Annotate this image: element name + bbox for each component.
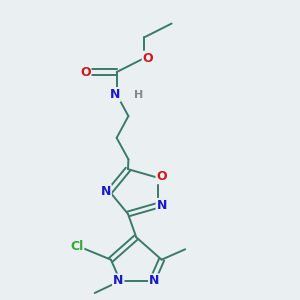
Text: O: O — [157, 170, 167, 183]
Text: N: N — [113, 274, 124, 287]
Text: N: N — [110, 88, 120, 101]
Text: O: O — [143, 52, 153, 65]
Text: N: N — [149, 274, 159, 287]
Text: N: N — [100, 185, 111, 198]
Text: O: O — [80, 66, 91, 79]
Text: N: N — [157, 199, 167, 212]
Text: H: H — [134, 90, 143, 100]
Text: Cl: Cl — [70, 240, 83, 253]
